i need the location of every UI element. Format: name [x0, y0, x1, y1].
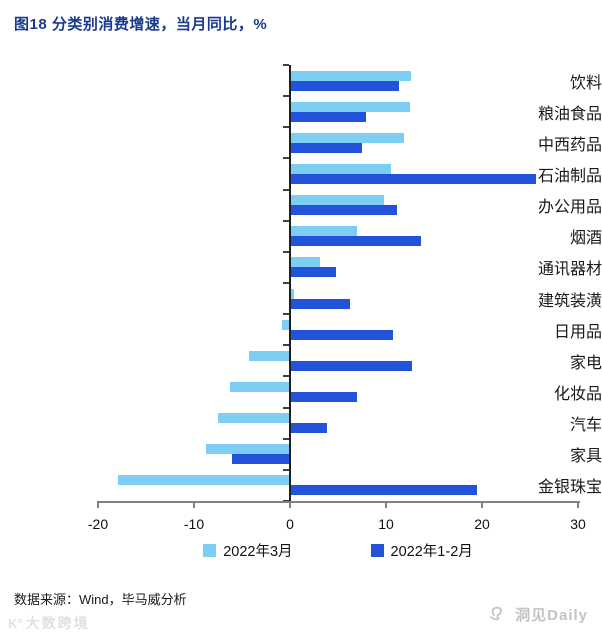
bar-march [218, 413, 290, 424]
category-tick [283, 437, 289, 440]
bar-march [290, 226, 358, 237]
x-axis-tick [97, 501, 99, 508]
bar-janfeb [290, 142, 362, 153]
legend-label: 2022年1-2月 [390, 544, 473, 560]
category-tick [283, 157, 289, 160]
x-axis-tick-label: 0 [286, 516, 294, 532]
chart-legend: 2022年3月 2022年1-2月 [98, 540, 578, 561]
chart-title: 图18 分类别消费增速，当月同比，% [14, 16, 268, 33]
legend-item-janfeb: 2022年1-2月 [370, 540, 473, 561]
legend-swatch-icon [203, 544, 217, 557]
bar-janfeb [290, 485, 478, 496]
bar-march [290, 132, 405, 143]
category-tick [283, 126, 289, 129]
category-label: 汽车 [569, 417, 602, 435]
category-label: 日用品 [553, 323, 602, 341]
bar-march [282, 319, 290, 330]
watermark-left: K° 大数跨境 [8, 613, 90, 633]
bar-march [229, 382, 290, 393]
category-tick [283, 64, 289, 66]
bar-march [205, 444, 290, 455]
category-tick [283, 344, 289, 347]
data-source-note: 数据来源：Wind，毕马威分析 [14, 592, 187, 607]
watermark-right: 洞见Daily [490, 604, 588, 625]
bar-march [290, 257, 320, 268]
bar-janfeb [290, 111, 366, 122]
category-label: 粮油食品 [537, 105, 602, 123]
watermark-left-label: 大数跨境 [25, 615, 90, 631]
watermark-right-label: 洞见Daily [515, 607, 588, 624]
bar-march [290, 164, 391, 175]
x-axis-tick-label: 30 [570, 516, 586, 532]
category-tick [283, 375, 289, 378]
x-axis-line [98, 501, 580, 503]
bar-march [290, 288, 294, 299]
category-tick [283, 95, 289, 98]
bar-janfeb [232, 454, 290, 465]
category-tick [283, 313, 289, 316]
x-axis-tick [289, 501, 291, 508]
bar-janfeb [290, 80, 400, 91]
category-label: 建筑装潢 [537, 292, 602, 310]
bar-march [118, 475, 290, 486]
category-label: 金银珠宝 [537, 479, 602, 497]
legend-swatch-icon [370, 544, 384, 557]
category-tick [283, 468, 289, 471]
ear-logo-icon [490, 605, 510, 625]
x-axis-tick [481, 501, 483, 508]
category-label: 办公用品 [537, 199, 602, 217]
x-axis-tick-label: 20 [474, 516, 490, 532]
x-axis-tick [193, 501, 195, 508]
category-tick [283, 406, 289, 409]
bar-janfeb [290, 392, 358, 403]
category-label: 化妆品 [553, 385, 602, 403]
bar-janfeb [290, 205, 397, 216]
category-label: 石油制品 [537, 167, 602, 185]
bar-janfeb [290, 236, 421, 247]
x-axis-tick-label: -10 [183, 516, 205, 532]
category-label: 家具 [569, 448, 602, 466]
legend-label: 2022年3月 [223, 544, 293, 560]
category-label: 中西药品 [537, 136, 602, 154]
bar-march [290, 195, 385, 206]
x-axis-tick [577, 501, 579, 508]
category-label: 烟酒 [569, 230, 602, 248]
bar-march [290, 70, 411, 81]
category-label: 通讯器材 [537, 261, 602, 279]
category-tick [283, 282, 289, 284]
bar-janfeb [290, 267, 337, 278]
category-tick [283, 250, 289, 253]
bar-march [248, 350, 290, 361]
bar-janfeb [290, 360, 412, 371]
watermark-left-logo-icon: K° [8, 615, 23, 631]
x-axis-tick [385, 501, 387, 508]
category-tick [283, 188, 289, 191]
bar-janfeb [290, 298, 350, 309]
x-axis-tick-label: -20 [87, 516, 109, 532]
category-tick [283, 219, 289, 222]
category-label: 家电 [569, 354, 602, 372]
x-axis-tick-label: 10 [378, 516, 394, 532]
bar-janfeb [290, 174, 536, 185]
bar-janfeb [290, 329, 393, 340]
zero-axis-line [289, 65, 291, 501]
category-label: 饮料 [569, 74, 602, 92]
legend-item-march: 2022年3月 [203, 540, 293, 561]
bar-janfeb [290, 423, 328, 434]
bar-march [290, 101, 410, 112]
